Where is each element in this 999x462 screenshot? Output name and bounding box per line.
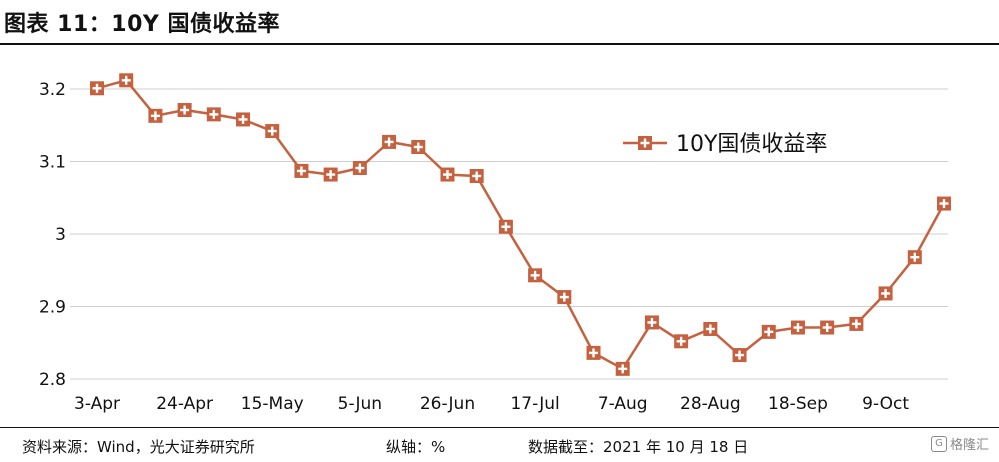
figure-title: 图表 11：10Y 国债收益率 (4, 12, 280, 37)
x-tick-label: 3-Apr (74, 394, 120, 414)
x-tick-label: 7-Aug (598, 394, 648, 414)
x-tick-label: 5-Jun (338, 394, 382, 414)
data-point (907, 250, 922, 265)
data-point (294, 163, 309, 178)
data-point (411, 140, 426, 154)
data-point (469, 169, 484, 183)
data-point (90, 81, 104, 96)
data-point (878, 286, 893, 301)
data-point (703, 321, 718, 336)
y-tick-label: 2.8 (39, 370, 66, 390)
data-point (498, 219, 513, 234)
axis-unit-note: 纵轴：% (386, 438, 446, 456)
watermark-logo-icon: G (930, 435, 947, 452)
x-tick-label: 15-May (241, 394, 304, 414)
data-point (382, 134, 397, 149)
data-point (732, 348, 747, 363)
y-tick-label: 3.1 (39, 153, 66, 173)
title-divider (0, 43, 999, 45)
data-point (528, 268, 543, 283)
x-tick-label: 26-Jun (420, 394, 475, 414)
data-point (440, 167, 455, 182)
x-tick-label: 18-Sep (768, 394, 828, 414)
data-point (644, 315, 659, 330)
source-note: 资料来源：Wind，光大证券研究所 (22, 438, 255, 456)
x-tick-label: 28-Aug (680, 394, 741, 414)
x-tick-label: 9-Oct (862, 394, 909, 414)
data-point (615, 361, 630, 376)
line-chart: 2.8 2.9 3 3.1 3.2 3-Apr 24-Apr 15-May 5-Jun 26-Ju… (39, 73, 951, 414)
y-tick-label: 2.9 (39, 298, 66, 318)
data-point (790, 320, 805, 335)
data-point (148, 108, 163, 123)
data-point (674, 334, 689, 349)
y-tick-label: 3.2 (39, 80, 66, 100)
watermark: G 格隆汇 (930, 434, 989, 453)
data-point (586, 345, 601, 360)
data-point (177, 103, 192, 118)
data-point (206, 107, 221, 122)
watermark-text: 格隆汇 (949, 438, 989, 453)
series-line (96, 79, 946, 371)
x-tick-label: 17-Jul (510, 394, 559, 414)
footer-divider (0, 427, 999, 428)
data-date-note: 数据截至：2021 年 10 月 18 日 (528, 438, 749, 456)
x-tick-label: 24-Apr (156, 394, 213, 414)
data-point (119, 73, 134, 88)
data-point (820, 320, 835, 335)
data-point (761, 324, 776, 339)
legend-marker (638, 136, 652, 150)
data-point (849, 316, 864, 331)
data-point (557, 290, 572, 305)
y-tick-label: 3 (55, 225, 66, 245)
chart-area: 2.8 2.9 3 3.1 3.2 3-Apr 24-Apr 15-May 5-Jun 26-Ju… (0, 46, 999, 424)
data-point (323, 167, 338, 182)
data-point (352, 161, 367, 176)
data-point (236, 112, 251, 127)
legend-label: 10Y国债收益率 (676, 132, 827, 157)
data-point (265, 124, 280, 139)
data-point (937, 196, 951, 211)
